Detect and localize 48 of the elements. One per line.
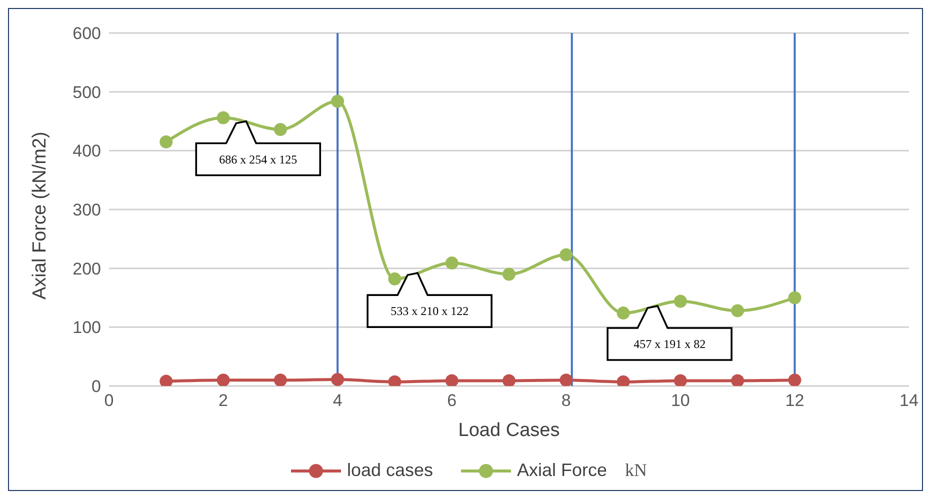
y-tick-label: 600	[72, 24, 101, 44]
point	[160, 374, 173, 386]
point	[216, 111, 230, 124]
point	[331, 94, 344, 108]
point	[160, 135, 173, 148]
text: kN	[625, 460, 648, 481]
point	[331, 373, 344, 386]
point	[674, 374, 687, 386]
point	[788, 291, 802, 304]
point	[560, 248, 573, 262]
legend-label: Axial Force	[516, 460, 608, 481]
point	[445, 374, 458, 386]
point	[502, 268, 516, 281]
callout-box: 457 x 191 x 82	[606, 304, 732, 361]
y-axis-title: Axial Force (kN/m2)	[30, 132, 51, 300]
x-tick-label: 4	[332, 391, 342, 410]
point	[274, 374, 287, 386]
annotation: 457 x 191 x 82	[634, 336, 706, 351]
x-tick-label: 6	[447, 391, 457, 410]
callout-box: 686 x 254 x 125	[195, 120, 322, 176]
point	[731, 304, 744, 318]
x-tick-label: 0	[104, 391, 114, 410]
y-tick-label: 500	[72, 82, 101, 102]
point	[560, 374, 573, 386]
x-tick-label: 14	[900, 391, 918, 410]
x-tick-label: 10	[670, 391, 690, 410]
point	[388, 272, 402, 286]
point	[445, 256, 458, 270]
point	[788, 374, 802, 386]
point	[502, 374, 516, 386]
x-tick-label: 8	[561, 391, 571, 410]
x-tick-label: 12	[785, 391, 804, 410]
legend-label: load cases	[346, 460, 434, 481]
point	[616, 306, 630, 320]
callout-box: 533 x 210 x 122	[366, 272, 492, 328]
y-tick-label: 200	[72, 259, 101, 278]
annotation: 686 x 254 x 125	[219, 152, 298, 166]
y-tick-label: 400	[72, 142, 101, 161]
x-axis-title: Load Cases	[458, 420, 560, 441]
point	[731, 374, 744, 386]
y-tick-label: 100	[72, 318, 101, 338]
point	[674, 294, 687, 308]
y-tick-label: 0	[92, 377, 101, 396]
point	[274, 122, 287, 136]
annotation: 533 x 210 x 122	[390, 304, 469, 318]
point	[216, 374, 230, 386]
x-tick-label: 2	[218, 391, 228, 410]
y-tick-label: 300	[72, 200, 101, 220]
